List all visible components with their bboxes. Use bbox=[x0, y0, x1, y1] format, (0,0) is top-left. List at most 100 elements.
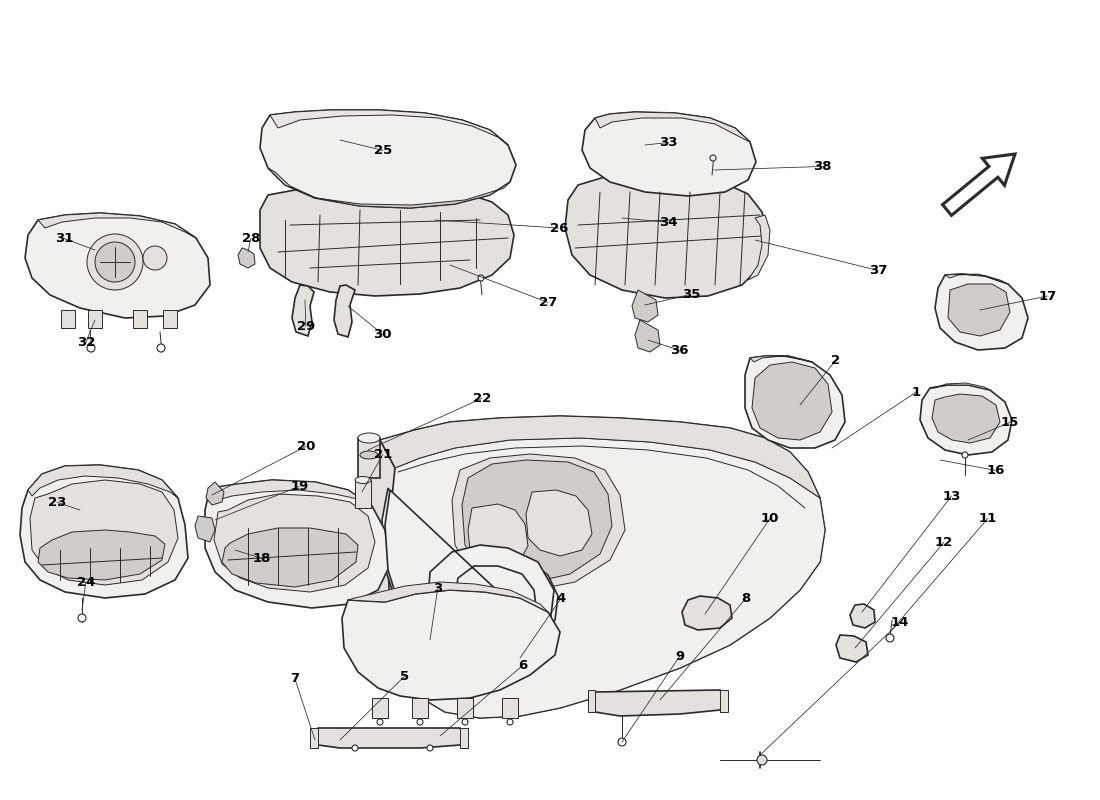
Polygon shape bbox=[635, 320, 660, 352]
Polygon shape bbox=[222, 528, 358, 587]
Circle shape bbox=[618, 738, 626, 746]
Text: 2: 2 bbox=[832, 354, 840, 366]
Text: 35: 35 bbox=[682, 288, 700, 301]
Polygon shape bbox=[468, 504, 528, 565]
Text: 24: 24 bbox=[77, 576, 95, 589]
Polygon shape bbox=[502, 698, 518, 718]
Circle shape bbox=[886, 634, 894, 642]
Polygon shape bbox=[315, 728, 465, 748]
Polygon shape bbox=[360, 416, 825, 718]
Polygon shape bbox=[920, 385, 1012, 455]
Polygon shape bbox=[372, 698, 388, 718]
Polygon shape bbox=[39, 213, 196, 238]
Polygon shape bbox=[260, 184, 514, 296]
Polygon shape bbox=[582, 112, 756, 196]
Text: 30: 30 bbox=[374, 328, 392, 341]
Polygon shape bbox=[348, 582, 548, 612]
Text: 12: 12 bbox=[935, 536, 953, 549]
Ellipse shape bbox=[358, 433, 379, 443]
Text: 34: 34 bbox=[660, 216, 678, 229]
Text: 23: 23 bbox=[48, 496, 66, 509]
Polygon shape bbox=[748, 215, 770, 280]
Circle shape bbox=[143, 246, 167, 270]
Polygon shape bbox=[836, 635, 868, 662]
Polygon shape bbox=[28, 465, 178, 498]
Text: 31: 31 bbox=[55, 232, 73, 245]
Text: 17: 17 bbox=[1038, 290, 1056, 302]
Text: 15: 15 bbox=[1001, 416, 1019, 429]
Polygon shape bbox=[39, 530, 165, 580]
Polygon shape bbox=[268, 168, 510, 208]
Text: 28: 28 bbox=[242, 232, 260, 245]
Polygon shape bbox=[60, 310, 75, 328]
Text: 13: 13 bbox=[943, 490, 960, 502]
Polygon shape bbox=[720, 690, 728, 712]
Text: 21: 21 bbox=[374, 448, 392, 461]
Polygon shape bbox=[930, 383, 990, 390]
Text: 1: 1 bbox=[912, 386, 921, 398]
Polygon shape bbox=[682, 596, 732, 630]
Polygon shape bbox=[342, 590, 560, 700]
Circle shape bbox=[87, 344, 95, 352]
Polygon shape bbox=[88, 310, 102, 328]
Polygon shape bbox=[850, 604, 875, 628]
Text: 7: 7 bbox=[290, 672, 299, 685]
Polygon shape bbox=[456, 698, 473, 718]
Polygon shape bbox=[270, 110, 508, 145]
Circle shape bbox=[352, 745, 358, 751]
Polygon shape bbox=[20, 465, 188, 598]
Polygon shape bbox=[462, 460, 612, 582]
Circle shape bbox=[478, 275, 484, 281]
Polygon shape bbox=[163, 310, 177, 328]
Polygon shape bbox=[334, 285, 355, 337]
Polygon shape bbox=[195, 516, 214, 542]
Circle shape bbox=[507, 719, 513, 725]
Text: 14: 14 bbox=[891, 616, 909, 629]
Polygon shape bbox=[238, 248, 255, 268]
Text: 38: 38 bbox=[814, 160, 832, 173]
Polygon shape bbox=[452, 454, 625, 590]
Text: 5: 5 bbox=[400, 670, 409, 682]
Polygon shape bbox=[948, 284, 1010, 336]
Polygon shape bbox=[210, 480, 372, 506]
Circle shape bbox=[157, 344, 165, 352]
Text: 25: 25 bbox=[374, 144, 392, 157]
Polygon shape bbox=[945, 274, 1008, 284]
Circle shape bbox=[87, 234, 143, 290]
Text: 3: 3 bbox=[433, 582, 442, 594]
Polygon shape bbox=[214, 494, 375, 592]
Circle shape bbox=[462, 719, 468, 725]
Polygon shape bbox=[310, 728, 318, 748]
Ellipse shape bbox=[360, 451, 378, 459]
Circle shape bbox=[78, 614, 86, 622]
Polygon shape bbox=[565, 174, 768, 298]
Text: 19: 19 bbox=[290, 480, 308, 493]
Circle shape bbox=[377, 719, 383, 725]
Text: 20: 20 bbox=[297, 440, 315, 453]
Text: 11: 11 bbox=[979, 512, 997, 525]
Circle shape bbox=[962, 452, 968, 458]
Text: 10: 10 bbox=[761, 512, 779, 525]
Polygon shape bbox=[133, 310, 147, 328]
Polygon shape bbox=[379, 416, 820, 498]
Polygon shape bbox=[935, 274, 1028, 350]
Polygon shape bbox=[292, 285, 313, 336]
Ellipse shape bbox=[355, 477, 371, 483]
Text: 33: 33 bbox=[660, 136, 678, 149]
Polygon shape bbox=[750, 356, 812, 362]
Polygon shape bbox=[595, 112, 750, 142]
Text: 22: 22 bbox=[473, 392, 491, 405]
Bar bbox=[358, 438, 379, 478]
Polygon shape bbox=[526, 490, 592, 556]
Polygon shape bbox=[360, 438, 825, 718]
Text: 9: 9 bbox=[675, 650, 684, 662]
Circle shape bbox=[417, 719, 424, 725]
Polygon shape bbox=[385, 490, 554, 662]
Polygon shape bbox=[360, 440, 405, 680]
Circle shape bbox=[95, 242, 135, 282]
Text: 29: 29 bbox=[297, 320, 315, 333]
Text: 8: 8 bbox=[741, 592, 750, 605]
Text: 27: 27 bbox=[539, 296, 557, 309]
Polygon shape bbox=[460, 728, 467, 748]
Polygon shape bbox=[412, 698, 428, 718]
